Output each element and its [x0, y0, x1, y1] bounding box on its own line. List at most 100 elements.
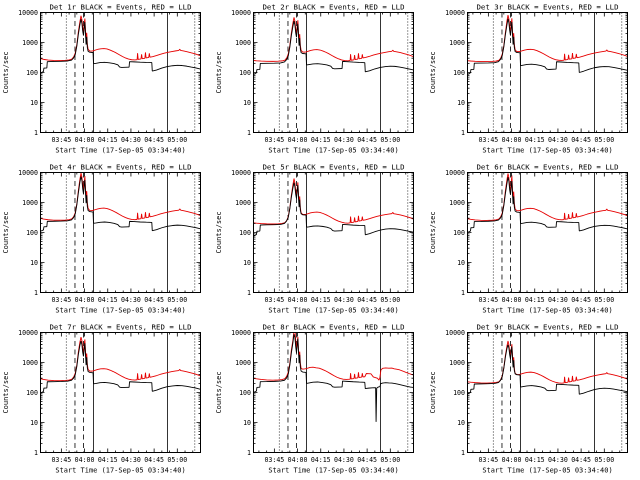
- plot-box: [39, 172, 201, 293]
- y-tick-label: 1000: [22, 359, 38, 367]
- y-axis-label: Counts/sec: [2, 51, 10, 93]
- y-tick-label: 10000: [445, 169, 465, 177]
- lld-curve: [467, 340, 628, 384]
- y-axis-label: Counts/sec: [429, 51, 437, 93]
- y-tick-label: 100: [453, 229, 465, 237]
- plot-box: [466, 172, 628, 293]
- y-tick-label: 10: [457, 419, 465, 427]
- x-axis-label: Start Time (17-Sep-05 03:34:40): [482, 306, 612, 314]
- y-tick-label: 1000: [235, 359, 251, 367]
- x-tick-label: 04:45: [144, 136, 164, 144]
- x-tick-label: 04:15: [311, 136, 331, 144]
- x-axis-label: Start Time (17-Sep-05 03:34:40): [482, 466, 612, 474]
- x-tick-label: 04:30: [548, 296, 568, 304]
- x-tick-label: 04:00: [75, 136, 95, 144]
- lld-curve: [253, 332, 414, 381]
- x-tick-label: 05:00: [594, 136, 614, 144]
- x-axis-label: Start Time (17-Sep-05 03:34:40): [269, 466, 399, 474]
- x-tick-label: 04:45: [571, 456, 591, 464]
- x-tick-label: 03:45: [478, 456, 498, 464]
- y-tick-label: 1000: [449, 39, 465, 47]
- x-tick-label: 04:45: [358, 456, 378, 464]
- panel-det-1r: Det 1r BLACK = Events, RED = LLD 1 10 100 10…: [2, 3, 201, 154]
- x-axis-label: Start Time (17-Sep-05 03:34:40): [55, 306, 185, 314]
- x-tick-label: 04:30: [334, 136, 354, 144]
- x-axis-label: Start Time (17-Sep-05 03:34:40): [269, 146, 399, 154]
- axis-ticks: [40, 12, 201, 133]
- panel-title: Det 4r BLACK = Events, RED = LLD: [49, 163, 191, 172]
- plot-box: [253, 12, 415, 133]
- events-curve: [253, 334, 414, 422]
- x-tick-label: 04:00: [501, 456, 521, 464]
- events-curve: [40, 340, 201, 394]
- y-tick-label: 10: [30, 259, 38, 267]
- y-tick-label: 100: [453, 389, 465, 397]
- lld-curve: [253, 17, 414, 62]
- lld-curve: [467, 14, 628, 63]
- y-tick-label: 10: [30, 419, 38, 427]
- lld-curve: [467, 173, 628, 221]
- events-curve: [466, 344, 628, 395]
- y-tick-label: 1000: [235, 199, 251, 207]
- y-tick-label: 10000: [232, 169, 252, 177]
- y-tick-label: 100: [239, 69, 251, 77]
- axis-ticks: [40, 172, 201, 293]
- x-tick-label: 04:00: [75, 296, 95, 304]
- y-tick-label: 100: [239, 389, 251, 397]
- x-tick-label: 04:00: [288, 136, 308, 144]
- y-axis-label: Counts/sec: [215, 51, 223, 93]
- x-tick-label: 05:00: [167, 136, 187, 144]
- x-tick-label: 04:45: [571, 296, 591, 304]
- panel-title: Det 1r BLACK = Events, RED = LLD: [49, 3, 191, 12]
- axis-ticks: [253, 172, 414, 293]
- x-tick-label: 04:15: [524, 456, 544, 464]
- x-tick-label: 04:00: [501, 136, 521, 144]
- panel-det-7r: Det 7r BLACK = Events, RED = LLD 1 10 100 10…: [2, 323, 201, 474]
- panel-title: Det 5r BLACK = Events, RED = LLD: [263, 163, 405, 172]
- panel-det-5r: Det 5r BLACK = Events, RED = LLD 1 10 100 10…: [215, 163, 415, 314]
- y-tick-label: 1: [34, 129, 38, 137]
- x-tick-label: 04:30: [334, 296, 354, 304]
- axis-ticks: [467, 12, 628, 133]
- x-tick-label: 04:30: [334, 456, 354, 464]
- x-tick-label: 04:00: [75, 456, 95, 464]
- y-axis-label: Counts/sec: [2, 371, 10, 413]
- axis-ticks: [467, 332, 628, 453]
- events-curve: [466, 18, 628, 76]
- panel-det-9r: Det 9r BLACK = Events, RED = LLD 1 10 100 10…: [429, 323, 628, 474]
- lld-curve: [40, 15, 201, 62]
- x-tick-label: 03:45: [51, 296, 71, 304]
- panel-det-3r: Det 3r BLACK = Events, RED = LLD 1 10 100 10…: [429, 3, 628, 154]
- y-tick-label: 1: [461, 289, 465, 297]
- y-axis-label: Counts/sec: [215, 371, 223, 413]
- panel-title: Det 6r BLACK = Events, RED = LLD: [476, 163, 618, 172]
- x-axis-label: Start Time (17-Sep-05 03:34:40): [55, 146, 185, 154]
- x-tick-label: 04:15: [311, 296, 331, 304]
- y-axis-label: Counts/sec: [429, 371, 437, 413]
- x-tick-label: 04:15: [98, 136, 118, 144]
- panel-det-6r: Det 6r BLACK = Events, RED = LLD 1 10 100 10…: [429, 163, 628, 314]
- x-tick-label: 04:45: [144, 296, 164, 304]
- x-tick-label: 04:15: [524, 136, 544, 144]
- x-tick-label: 04:00: [288, 296, 308, 304]
- x-tick-label: 05:00: [381, 296, 401, 304]
- y-tick-label: 1: [461, 449, 465, 457]
- x-tick-label: 04:30: [548, 456, 568, 464]
- plot-box: [466, 332, 628, 453]
- y-tick-label: 10000: [232, 329, 252, 337]
- y-tick-label: 100: [26, 389, 38, 397]
- x-axis-label: Start Time (17-Sep-05 03:34:40): [482, 146, 612, 154]
- y-axis-label: Counts/sec: [215, 211, 223, 253]
- y-tick-label: 10000: [232, 9, 252, 17]
- x-tick-label: 05:00: [167, 456, 187, 464]
- events-curve: [40, 176, 201, 232]
- lld-curve: [40, 337, 201, 382]
- x-tick-label: 05:00: [381, 456, 401, 464]
- y-tick-label: 100: [239, 229, 251, 237]
- x-tick-label: 03:45: [478, 136, 498, 144]
- x-tick-label: 04:30: [121, 296, 141, 304]
- x-tick-label: 04:00: [501, 296, 521, 304]
- y-tick-label: 1: [247, 289, 251, 297]
- panel-title: Det 7r BLACK = Events, RED = LLD: [49, 323, 191, 332]
